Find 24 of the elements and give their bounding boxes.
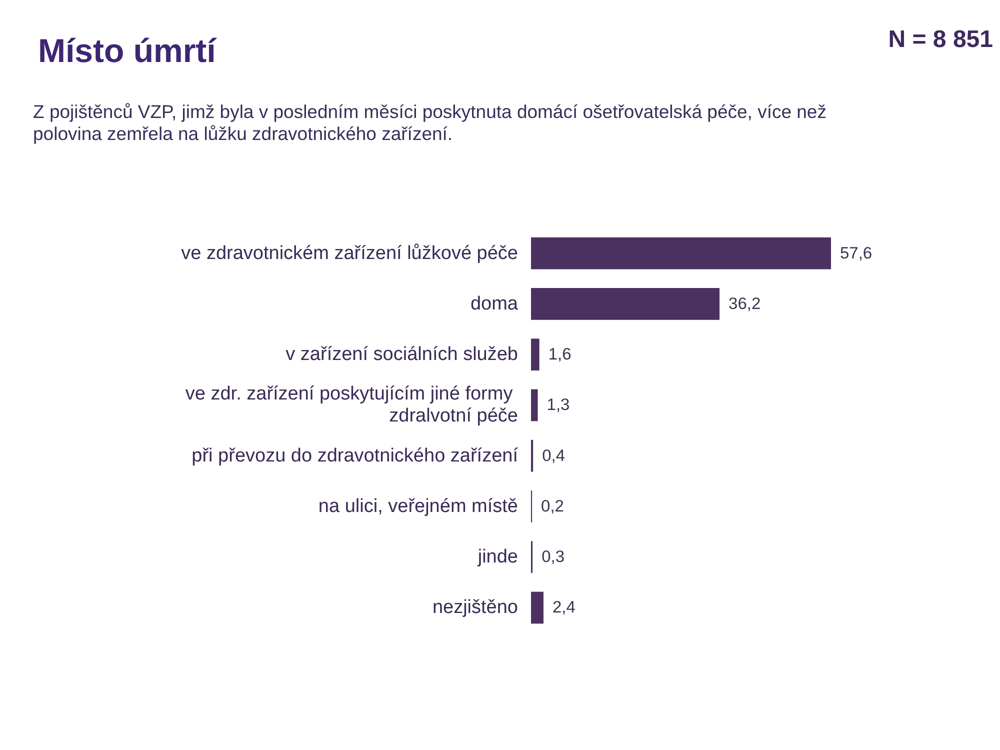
y-tick-label: jinde bbox=[476, 546, 518, 568]
chart-subtitle: Z pojištěnců VZP, jimž byla v posledním měsíci poskytnuta domácí ošetřovatelská péče, více než polovina zemřela na lůžku zdravotnického zařízení. bbox=[33, 101, 828, 145]
bar bbox=[531, 338, 540, 371]
data-label: 0,3 bbox=[542, 548, 564, 566]
y-tick-label: ve zdr. zařízení poskytujícím jiné formy zdralvotní péče bbox=[185, 384, 518, 427]
text: Místo úmrtí bbox=[38, 32, 216, 70]
data-label: 36,2 bbox=[728, 294, 761, 313]
y-tick-label: nezjištěno bbox=[432, 597, 518, 618]
data-label: 1,3 bbox=[546, 396, 570, 414]
y-tick-label: doma bbox=[470, 293, 518, 314]
data-label: 0,2 bbox=[541, 497, 564, 516]
text: N = 8 851 bbox=[888, 26, 993, 54]
y-tick-label: ve zdravotnickém zařízení lůžkové péče bbox=[181, 242, 518, 264]
data-label: 1,6 bbox=[548, 346, 572, 364]
data-label: 2,4 bbox=[552, 598, 576, 617]
bar bbox=[531, 389, 538, 422]
bar bbox=[531, 288, 720, 320]
bar bbox=[531, 592, 544, 624]
y-tick-label: na ulici, veřejném místě bbox=[318, 496, 518, 517]
bar bbox=[531, 237, 831, 270]
y-tick-label: při převozu do zdravotnického zařízení bbox=[192, 445, 519, 466]
y-tick-label: v zařízení sociálních služeb bbox=[286, 344, 518, 366]
data-label: 0,4 bbox=[542, 446, 566, 465]
data-label: 57,6 bbox=[840, 244, 872, 262]
